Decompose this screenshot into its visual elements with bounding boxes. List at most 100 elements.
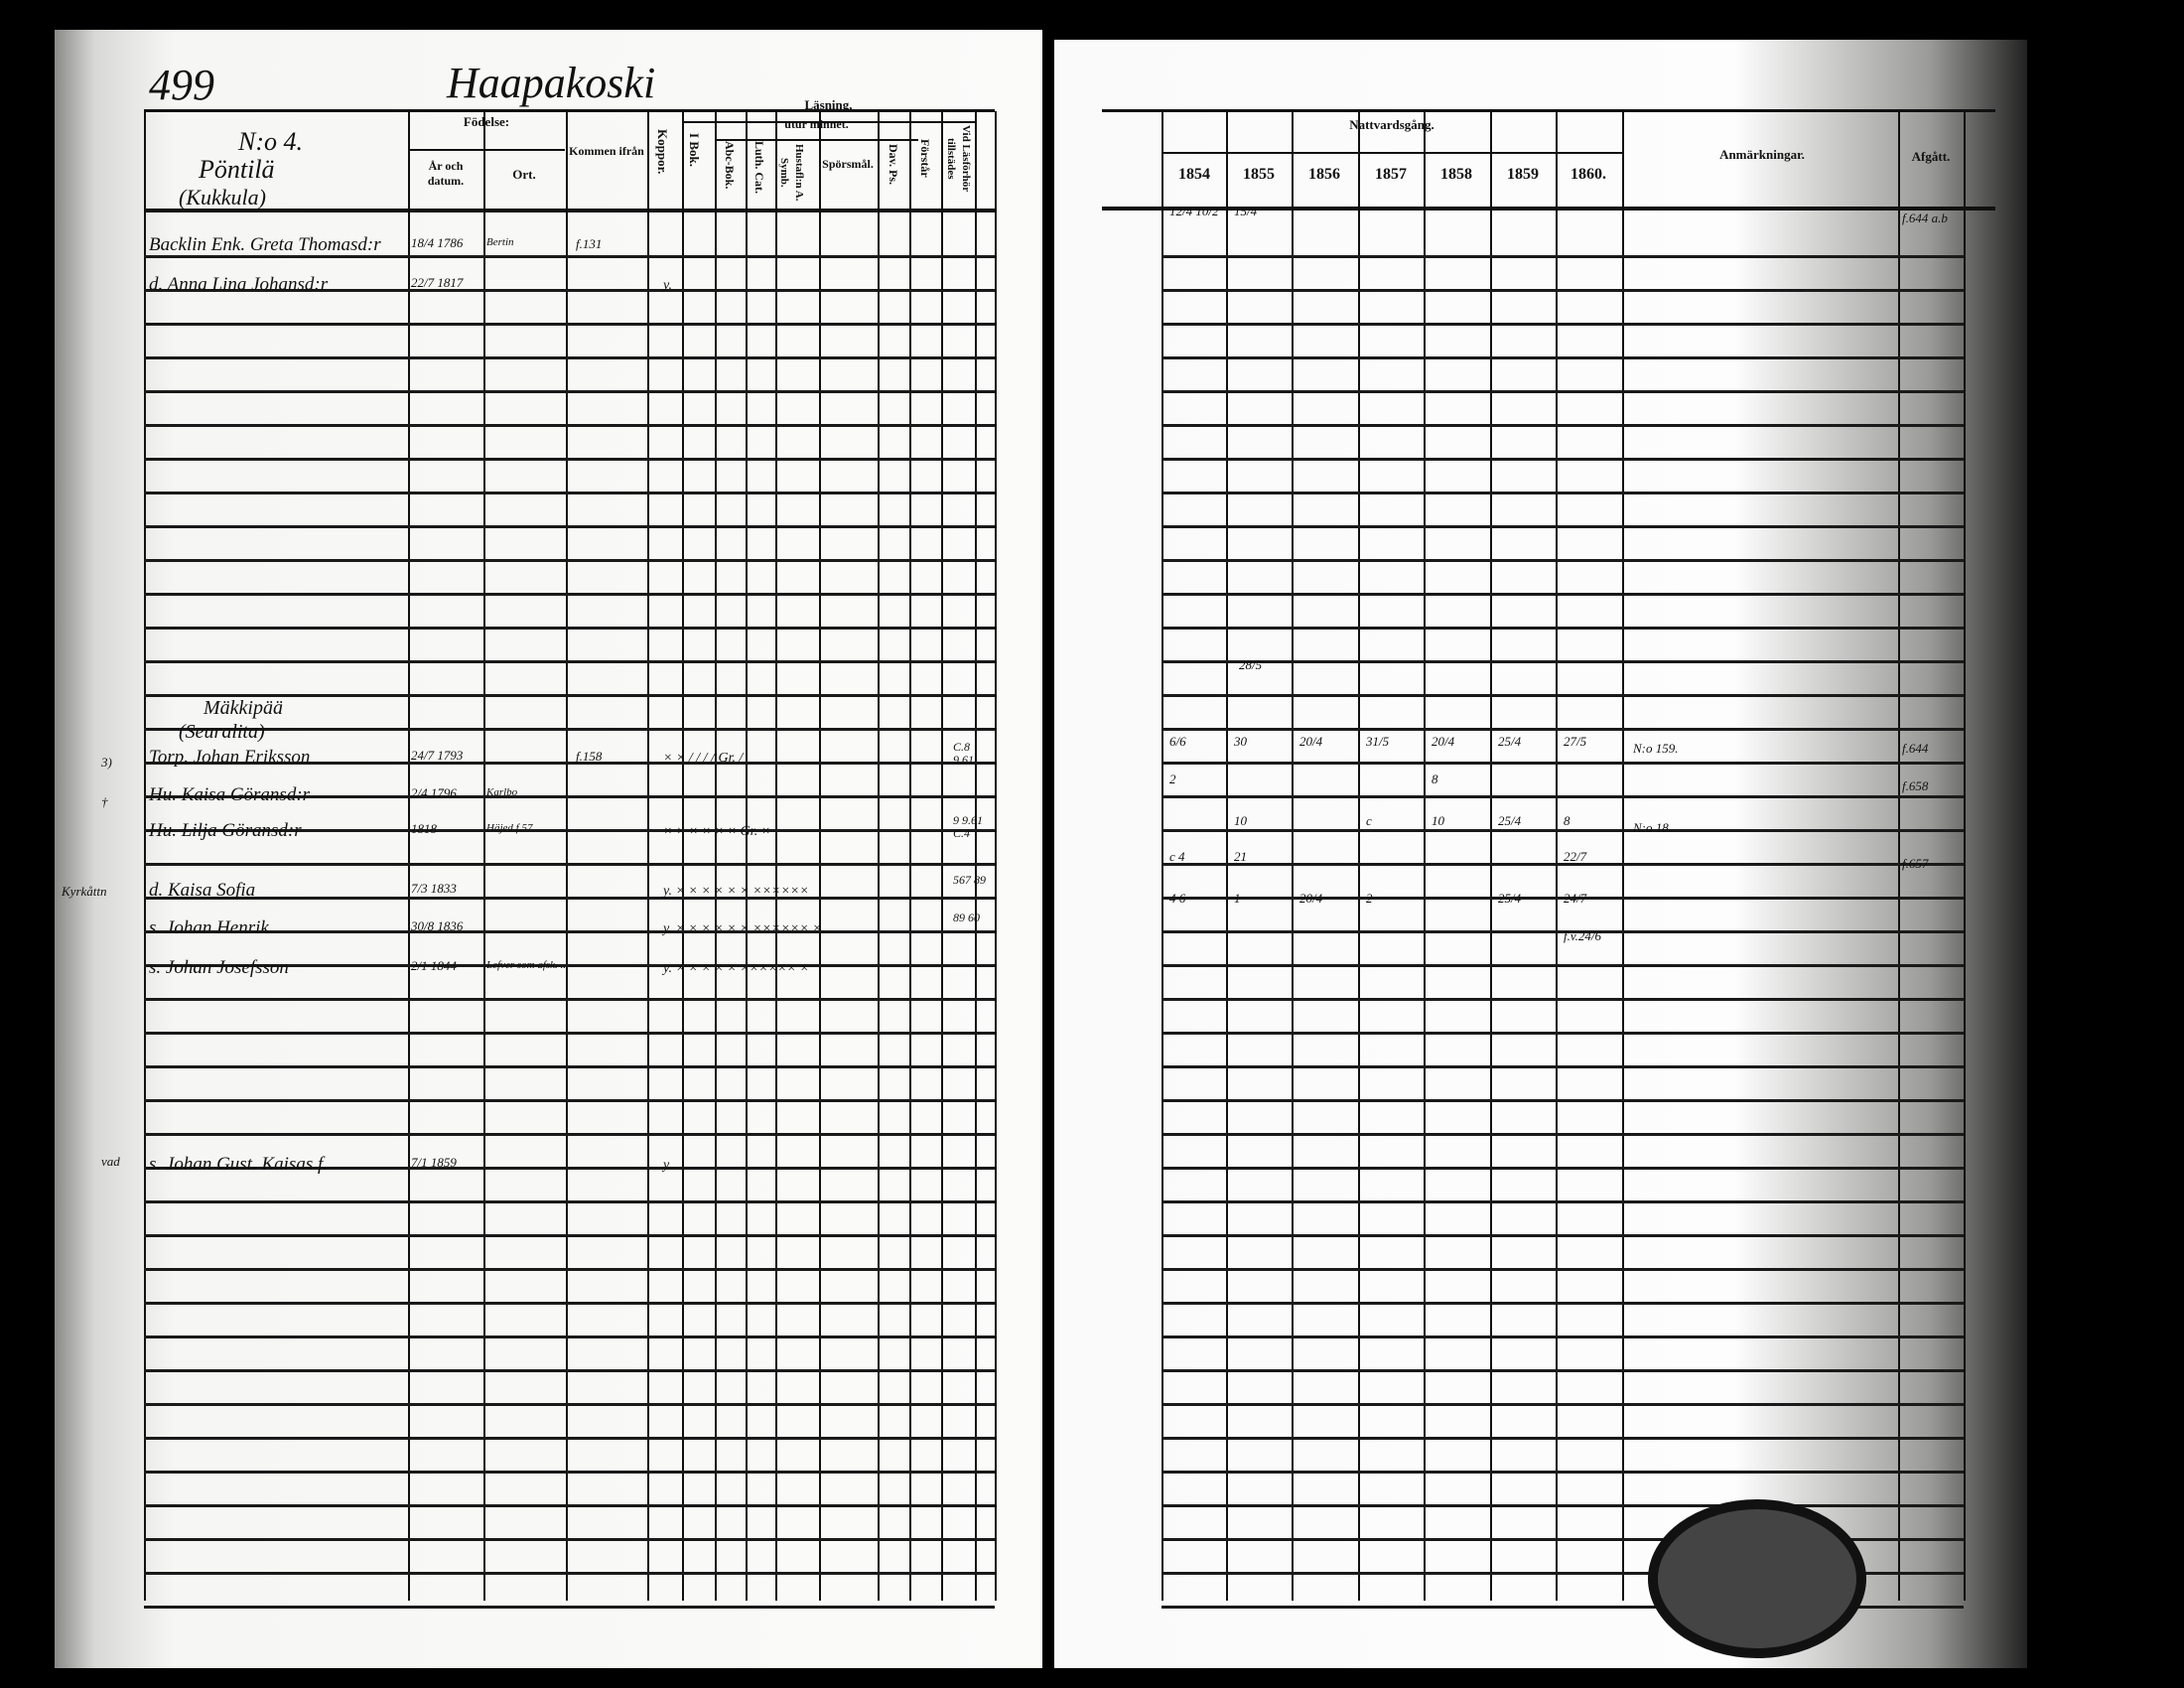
communion-mark: 25/4 xyxy=(1498,813,1522,828)
entry-came-from: f.158 xyxy=(576,749,603,764)
entry-name: d. Anna Lina Johansd:r xyxy=(149,274,329,295)
ruled-rows xyxy=(144,224,995,1634)
column-divider xyxy=(995,111,997,1601)
lasning-rule xyxy=(682,121,975,123)
entry-examination: 9 9.61 C.4 xyxy=(953,813,983,840)
entry-birth-date: 24/7 1793 xyxy=(411,748,464,763)
margin-note: 3) xyxy=(101,755,112,770)
archive-stamp xyxy=(1648,1499,1866,1658)
remark: N:o 18. xyxy=(1633,820,1672,835)
entry-examination: 567 89 xyxy=(953,873,986,887)
communion-mark: 30 xyxy=(1234,734,1247,749)
communion-mark: 10 xyxy=(1234,813,1247,828)
entry-birth-date: 18/4 1786 xyxy=(411,235,464,250)
page-number: 499 xyxy=(149,61,214,109)
entry-birth-date: 1818 xyxy=(411,821,437,836)
village-name: Haapakoski xyxy=(447,59,656,107)
farm-name: Pöntilä xyxy=(199,155,275,184)
header-fodelse: Födelse: xyxy=(463,114,510,129)
communion-mark: 20/4 xyxy=(1299,891,1323,906)
subfarm-name: (Kukkula) xyxy=(179,185,266,210)
header-anmarkningar: Anmärkningar. xyxy=(1719,147,1805,162)
entry-name: s. Johan Henrik xyxy=(149,917,269,938)
margin-note: Kyrkåttn xyxy=(62,884,107,899)
section2-subfarm: (Seuralita) xyxy=(179,721,265,743)
header-dav: Dav. Ps. xyxy=(887,144,900,186)
header-afgatt: Afgått. xyxy=(1911,149,1951,164)
entry-birth-place: Häjed f.57 xyxy=(486,822,533,834)
entry-birth-date: 22/7 1817 xyxy=(411,275,464,290)
communion-mark: 20/4 xyxy=(1299,734,1323,749)
entry-birth-date: 7/1 1859 xyxy=(411,1155,457,1170)
entry-birth-place: Bertin xyxy=(486,236,514,248)
communion-mark: 27/5 xyxy=(1564,734,1587,749)
communion-mark: 12/4 10/2 xyxy=(1169,204,1219,218)
communion-mark: 1 xyxy=(1234,891,1241,906)
year-header: 1857 xyxy=(1375,166,1407,183)
entry-name: Hu. Lilja Göransd:r xyxy=(149,820,302,841)
header-sporsmal: Spörsmål. xyxy=(822,157,874,171)
entry-name: Backlin Enk. Greta Thomasd:r xyxy=(149,234,381,255)
communion-mark: 15/4 xyxy=(1234,204,1258,218)
remark: N:o 159. xyxy=(1633,741,1679,756)
header-koppor: Koppor. xyxy=(655,129,670,175)
departure-note: f.644 xyxy=(1902,741,1929,756)
year-header: 1855 xyxy=(1243,166,1275,183)
communion-mark: 22/7 xyxy=(1564,849,1587,864)
year-header: 1860. xyxy=(1570,166,1606,183)
column-divider xyxy=(1964,111,1966,1601)
header-luth: Luth. Cat. xyxy=(752,141,766,195)
communion-mark: 25/4 xyxy=(1498,891,1522,906)
communion-mark: 8 xyxy=(1432,772,1438,786)
communion-mark: 6/6 xyxy=(1169,734,1186,749)
entry-name: s. Johan Josefsson xyxy=(149,957,289,978)
communion-mark: 2 xyxy=(1366,891,1373,906)
communion-mark: 8 xyxy=(1564,813,1570,828)
entry-reading-marks: y. xyxy=(663,278,672,293)
header-lasforhor: Vid Läsförhör tillstädes xyxy=(945,124,972,193)
household-number: N:o 4. xyxy=(238,127,303,156)
communion-mark: 31/5 xyxy=(1366,734,1390,749)
header-top-rule xyxy=(1102,109,1995,112)
header-abc: Abc-Bok. xyxy=(723,141,737,190)
communion-mark: 24/7 xyxy=(1564,891,1587,906)
fodelse-rule xyxy=(408,149,565,151)
year-header: 1856 xyxy=(1308,166,1340,183)
communion-mark: 4 6 xyxy=(1169,891,1186,906)
section2-farm: Mäkkipää xyxy=(204,697,283,719)
year-header: 1854 xyxy=(1178,166,1210,183)
margin-note: vad xyxy=(101,1154,120,1169)
year-header: 1858 xyxy=(1440,166,1472,183)
communion-mark: 20/4 xyxy=(1432,734,1455,749)
communion-mark: 21 xyxy=(1234,849,1247,864)
header-bottom-rule xyxy=(144,209,995,212)
departure-note: f.644 a.b xyxy=(1902,211,1948,225)
departure-note: f.658 xyxy=(1902,778,1929,793)
ruled-rows xyxy=(1161,224,1964,1634)
header-forstar: Förstår xyxy=(918,139,932,178)
year-header: 1859 xyxy=(1507,166,1539,183)
communion-mark: 2 xyxy=(1169,772,1176,786)
header-top-rule xyxy=(144,109,995,112)
entry-reading-marks: y. × × × × × ×××××× × xyxy=(663,961,809,976)
header-kommen: Kommen ifrån xyxy=(569,144,644,158)
entry-came-from: f.131 xyxy=(576,236,603,251)
header-hustafl: Hustafl:n A. Symb. xyxy=(778,144,805,202)
entry-birth-date: 2/1 1844 xyxy=(411,958,457,973)
entry-reading-marks: y. × × × × × × ×××××× xyxy=(663,884,809,899)
departure-note: f.657 xyxy=(1902,856,1929,871)
entry-reading-marks: × × × × × × Gr. × xyxy=(663,824,771,839)
entry-reading-marks: × × / / / / Gr. / xyxy=(663,751,744,766)
header-bottom-rule xyxy=(1102,207,1995,211)
entry-birth-date: 7/3 1833 xyxy=(411,881,457,896)
communion-mark: 10 xyxy=(1432,813,1444,828)
communion-mark-extra: 28/5 xyxy=(1239,657,1263,672)
entry-birth-place: Lefver som afsk. ... xyxy=(486,959,569,971)
entry-reading-marks: y. xyxy=(663,1158,672,1173)
entry-name: Torp. Johan Eriksson xyxy=(149,747,311,768)
entry-reading-marks: y. × × × × × × ×××××× × xyxy=(663,921,822,936)
entry-name: s. Johan Gust. Kaisas f. xyxy=(149,1154,328,1175)
header-utur-minnet: utur minnet. xyxy=(784,117,849,131)
entry-name: d. Kaisa Sofia xyxy=(149,880,256,901)
entry-birth-place: Karlbo xyxy=(486,786,518,798)
